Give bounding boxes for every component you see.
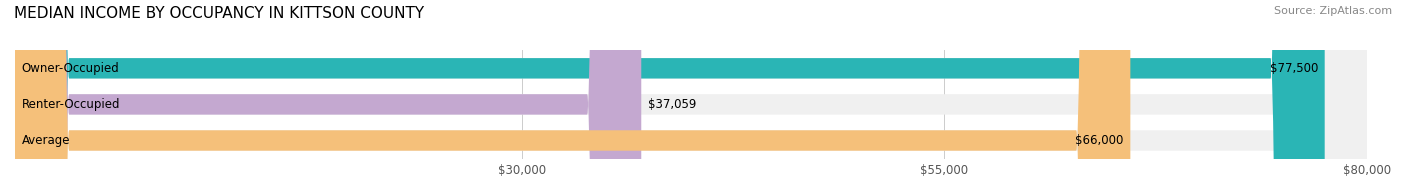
FancyBboxPatch shape [15, 0, 1367, 196]
Text: Owner-Occupied: Owner-Occupied [21, 62, 120, 75]
Text: $37,059: $37,059 [648, 98, 696, 111]
Text: Average: Average [21, 134, 70, 147]
Text: $66,000: $66,000 [1076, 134, 1123, 147]
FancyBboxPatch shape [15, 0, 1324, 196]
FancyBboxPatch shape [15, 0, 1367, 196]
Text: Renter-Occupied: Renter-Occupied [21, 98, 121, 111]
Text: Source: ZipAtlas.com: Source: ZipAtlas.com [1274, 6, 1392, 16]
FancyBboxPatch shape [15, 0, 641, 196]
Text: MEDIAN INCOME BY OCCUPANCY IN KITTSON COUNTY: MEDIAN INCOME BY OCCUPANCY IN KITTSON CO… [14, 6, 425, 21]
FancyBboxPatch shape [15, 0, 1130, 196]
Text: $77,500: $77,500 [1270, 62, 1317, 75]
FancyBboxPatch shape [15, 0, 1367, 196]
